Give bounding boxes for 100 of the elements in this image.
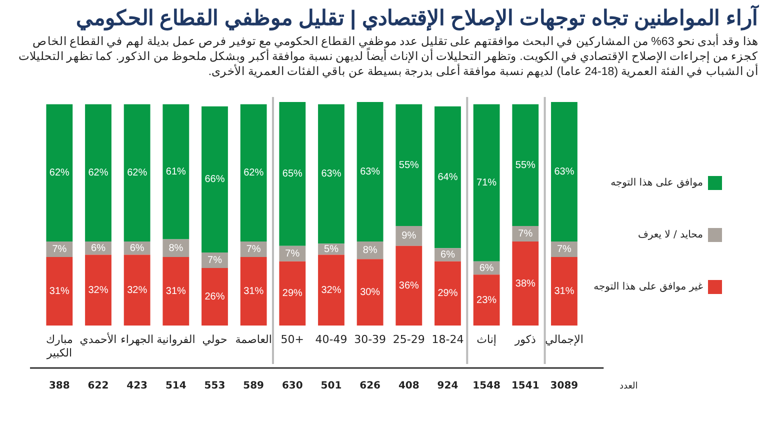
data-label: 6% (479, 262, 494, 274)
bar (512, 104, 539, 226)
bar (434, 106, 461, 248)
bar (396, 246, 422, 326)
bar (46, 104, 73, 242)
data-label: 63% (554, 166, 574, 178)
data-label: 7% (518, 228, 533, 240)
bar (240, 256, 267, 326)
x-tick-label: مبارك الكبير (46, 333, 73, 360)
text: 626 (360, 380, 381, 392)
bar (124, 254, 150, 326)
text: 630 (282, 380, 303, 392)
bar (551, 102, 578, 242)
text: 501 (320, 380, 342, 392)
data-label: 32% (321, 284, 342, 296)
text: 388 (48, 380, 70, 392)
text: 514 (165, 380, 186, 392)
x-tick-label: 18-24 (432, 333, 464, 346)
x-tick-label: ذكور (514, 333, 536, 346)
data-label: 8% (362, 245, 378, 256)
text: 553 (204, 380, 226, 392)
legend-label: محايد / لا يعرف (638, 230, 703, 241)
x-tick-label: 40-49 (315, 333, 348, 346)
data-label: 63% (321, 168, 342, 180)
x-tick-label: 30-39 (354, 333, 386, 346)
data-label: 9% (402, 230, 416, 242)
bar (162, 104, 190, 240)
bar (396, 104, 422, 226)
bar (85, 104, 112, 242)
chart-title: آراء المواطنين تجاه توجهات الإصلاح الإقتصادي | تقليل موظفي القطاع الحكومي (74, 6, 758, 31)
data-label: 62% (127, 168, 148, 179)
data-label: 38% (515, 278, 536, 290)
text: العدد (619, 381, 638, 392)
data-label: 7% (556, 244, 572, 255)
data-label: 31% (554, 286, 574, 298)
x-tick-label: 50+ (280, 333, 304, 346)
bar (240, 104, 267, 242)
data-label: 26% (204, 292, 225, 303)
chart-subtitle: هذا وقد أبدى نحو 63% من المشاركين في البحث موافقتهم على تقليل عدد موظفي القطاع الحكومي مع توفير فرص عمل بديلة لهم في القطاع الخاص كجزء من إجراءات الإصلاح الإقتصادي في الكويت. وتظهر التحليلات أن الإناث أيضاً لديهن نسبة موافقة أكبر وبشكل ملحوظ من الذكور. كما تظهر التحليلات أن الشباب في الفئة العمرية (18-24 عاما) لديهم نسبة موافقة أعلى بدرجة بسيطة عن باقي الفئات العمرية الأخرى. (17, 35, 758, 80)
bar (202, 268, 228, 326)
text: 1541 (511, 380, 540, 392)
data-label: 62% (244, 168, 264, 179)
x-tick-label: إناث (476, 333, 496, 346)
text: 924 (437, 380, 458, 392)
bar (124, 104, 150, 242)
text: 3089 (550, 380, 578, 392)
data-label: 30% (360, 287, 380, 298)
x-tick-label: الفروانية (156, 333, 196, 346)
data-label: 5% (324, 244, 339, 255)
x-tick-label: 25-29 (392, 333, 425, 346)
data-label: 55% (398, 160, 420, 171)
data-label: 7% (52, 244, 67, 255)
bar (202, 106, 228, 253)
bar (318, 104, 344, 244)
data-label: 6% (130, 242, 144, 254)
bar (85, 254, 112, 326)
data-label: 36% (398, 280, 420, 292)
data-label: 64% (438, 172, 458, 184)
data-label: 31% (166, 286, 186, 298)
legend-label: موافق على هذا التوجه (610, 178, 703, 189)
data-label: 7% (208, 255, 222, 266)
bar (551, 256, 578, 326)
x-tick-label: حولي (202, 333, 228, 346)
data-label: 29% (438, 288, 458, 300)
data-label: 29% (282, 288, 303, 300)
data-label: 7% (246, 244, 261, 255)
bar (279, 261, 306, 326)
x-tick-label: الجهراء (120, 333, 154, 346)
bar (512, 241, 539, 326)
bar (473, 274, 500, 326)
data-label: 65% (282, 168, 303, 180)
data-label: 62% (88, 168, 108, 179)
text: 589 (243, 380, 264, 392)
bar (356, 259, 384, 326)
legend-label: غير موافق على هذا التوجه (594, 282, 703, 293)
data-label: 31% (244, 286, 264, 298)
x-tick-label: الأحمدي (80, 332, 117, 346)
data-label: 32% (88, 284, 108, 296)
data-label: 61% (166, 166, 186, 178)
data-label: 71% (476, 178, 497, 189)
data-label: 55% (515, 160, 536, 171)
bar (46, 256, 73, 326)
text: 408 (398, 380, 420, 392)
bar (279, 102, 306, 246)
data-label: 8% (168, 242, 184, 254)
text: 1548 (472, 380, 501, 392)
data-label: 63% (360, 166, 380, 178)
data-label: 7% (285, 248, 300, 260)
bar (434, 261, 461, 326)
data-label: 66% (204, 174, 225, 186)
bar (318, 254, 344, 326)
data-label: 23% (476, 294, 497, 306)
data-label: 6% (440, 250, 456, 261)
data-label: 32% (127, 284, 148, 296)
text: 622 (88, 380, 109, 392)
data-label: 62% (49, 168, 70, 179)
x-tick-label: العاصمة (235, 333, 272, 346)
data-label: 31% (49, 286, 70, 298)
data-label: 6% (91, 242, 106, 254)
bar (473, 104, 500, 262)
